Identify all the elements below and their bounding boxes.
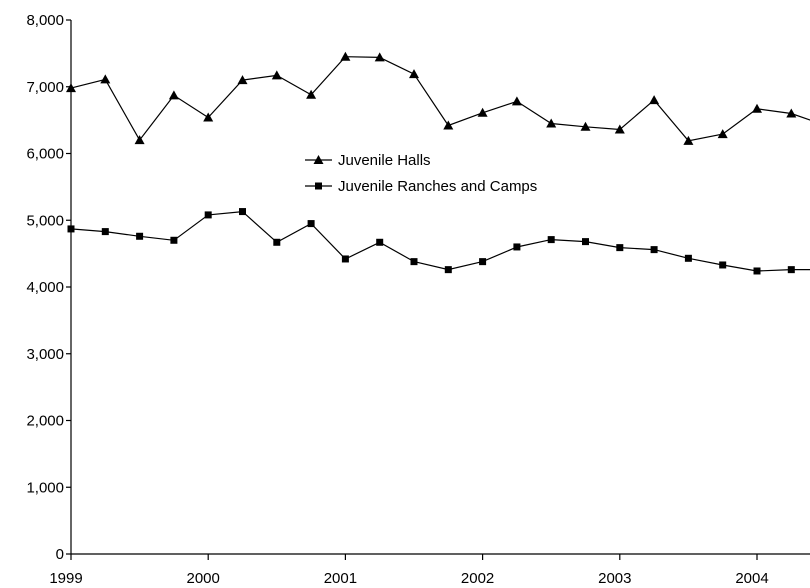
triangle-marker (134, 135, 145, 145)
y-tick-labels: 0 1,000 2,000 3,000 4,000 5,000 6,000 7,000 8,00… (26, 12, 64, 563)
x-tick-label: 2003 (598, 570, 631, 587)
y-tick-label: 4,000 (26, 279, 64, 296)
square-marker (239, 208, 246, 216)
triangle-marker (717, 129, 728, 139)
square-marker (582, 238, 589, 246)
square-marker (315, 182, 322, 190)
x-tick-label: 2001 (324, 570, 357, 587)
y-tick-label: 8,000 (26, 12, 64, 29)
triangle-marker (340, 51, 351, 61)
square-marker (273, 238, 281, 246)
series-juvenile-halls (66, 51, 810, 145)
square-marker (204, 211, 212, 219)
triangle-marker (306, 89, 317, 99)
series-line (70, 56, 810, 142)
triangle-marker (313, 155, 324, 164)
triangle-marker (409, 69, 419, 79)
x-tick-labels: 1999 2000 2001 2002 2003 2004 (49, 570, 768, 587)
square-marker (341, 255, 349, 263)
triangle-marker (237, 75, 248, 85)
series-group (66, 51, 810, 275)
y-tick-label: 1,000 (26, 479, 64, 496)
x-tick-label: 2002 (461, 570, 494, 587)
triangle-marker (546, 118, 557, 128)
triangle-marker (580, 121, 591, 131)
triangle-marker (752, 103, 762, 113)
x-tick-label: 2004 (735, 570, 768, 587)
square-marker (307, 220, 315, 228)
triangle-marker (100, 74, 111, 84)
square-marker (719, 261, 727, 269)
square-marker (547, 236, 555, 244)
triangle-marker (374, 52, 385, 62)
y-tick-label: 2,000 (26, 413, 64, 430)
legend-item: Juvenile Halls (305, 152, 431, 169)
triangle-marker (786, 108, 797, 118)
legend-item: Juvenile Ranches and Camps (305, 178, 537, 195)
y-tick-label: 6,000 (26, 146, 64, 163)
triangle-marker (511, 96, 522, 106)
square-marker (376, 238, 384, 246)
series-juvenile-ranches-camps (67, 208, 810, 275)
legend-label: Juvenile Halls (338, 152, 431, 169)
square-marker (513, 243, 521, 251)
triangle-marker (649, 95, 660, 105)
axes (66, 19, 810, 560)
square-marker (410, 258, 418, 266)
triangle-marker (443, 120, 454, 130)
square-marker (650, 246, 658, 254)
square-marker (444, 266, 452, 274)
y-tick-label: 7,000 (26, 79, 64, 96)
series-line (70, 210, 810, 272)
y-tick-label: 5,000 (26, 212, 64, 229)
square-marker (67, 225, 75, 233)
y-tick-label: 0 (56, 546, 64, 563)
square-marker (616, 244, 624, 252)
square-marker (101, 228, 109, 236)
triangle-marker (168, 90, 179, 100)
triangle-marker (66, 83, 76, 93)
legend: Juvenile Halls Juvenile Ranches and Camps (305, 152, 537, 195)
square-marker (753, 267, 761, 275)
y-tick-label: 3,000 (26, 346, 64, 363)
square-marker (136, 232, 144, 240)
square-marker (170, 236, 178, 244)
triangle-marker (271, 70, 282, 80)
legend-label: Juvenile Ranches and Camps (338, 178, 537, 195)
x-tick-label: 1999 (49, 570, 82, 587)
square-marker (684, 254, 692, 262)
triangle-marker (614, 124, 625, 134)
triangle-marker (203, 112, 214, 122)
triangle-marker (477, 107, 488, 117)
square-marker (479, 258, 487, 266)
triangle-marker (683, 135, 694, 145)
square-marker (787, 266, 795, 274)
x-tick-label: 2000 (187, 570, 220, 587)
